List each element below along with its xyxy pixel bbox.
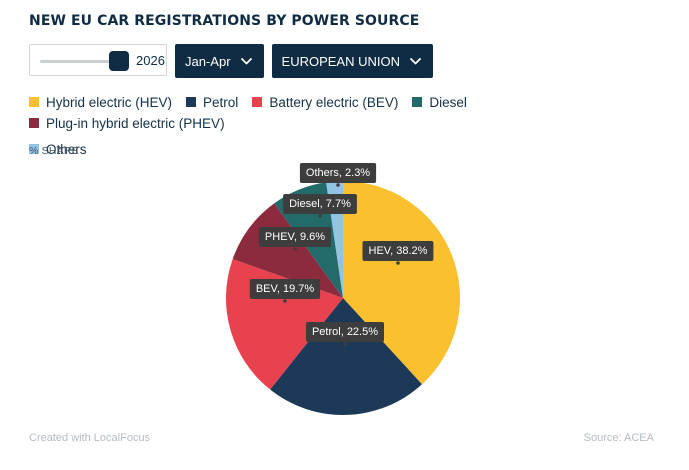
period-dropdown-label: Jan-Apr <box>185 53 231 69</box>
period-dropdown[interactable]: Jan-Apr <box>175 44 264 78</box>
y-axis-label: % SHARE <box>29 145 79 157</box>
data-label-hev: HEV, 38.2% <box>362 241 434 265</box>
year-slider[interactable]: 2026 <box>29 44 167 76</box>
legend-swatch <box>29 144 39 154</box>
data-label-anchor <box>283 299 287 303</box>
data-label-anchor <box>318 214 322 218</box>
region-dropdown[interactable]: EUROPEAN UNION <box>271 44 433 78</box>
chart-controls: 2026 Jan-Apr EUROPEAN UNION <box>29 44 433 78</box>
legend-label: Plug-in hybrid electric (PHEV) <box>46 115 225 131</box>
legend-item[interactable]: Battery electric (BEV) <box>252 94 398 110</box>
legend-swatch <box>412 97 423 107</box>
data-label-anchor <box>396 261 400 265</box>
data-label-text: PHEV, 9.6% <box>265 231 325 243</box>
data-label-text: Petrol, 22.5% <box>312 326 378 338</box>
data-label-box <box>299 163 377 183</box>
data-label-box <box>283 194 357 214</box>
legend-label: Others <box>46 141 87 157</box>
data-label-text: Diesel, 7.7% <box>289 198 351 210</box>
legend-label: Diesel <box>429 94 467 110</box>
legend-swatch <box>252 97 263 107</box>
legend-label: Battery electric (BEV) <box>269 94 399 110</box>
data-label-anchor <box>336 183 340 187</box>
legend-label: Hybrid electric (HEV) <box>46 94 173 110</box>
legend-item[interactable]: Diesel <box>412 94 467 110</box>
footer-source: Source: ACEA <box>583 432 654 444</box>
legend-item[interactable]: Petrol <box>186 94 238 110</box>
data-label-phev: PHEV, 9.6% <box>258 227 331 251</box>
year-slider-value: 2026 <box>136 53 165 68</box>
pie-slice-petrol[interactable] <box>270 298 423 416</box>
legend-item[interactable]: Others <box>29 141 87 157</box>
data-label-text: BEV, 19.7% <box>256 283 315 295</box>
legend-item[interactable]: Plug-in hybrid electric (PHEV) <box>29 115 225 131</box>
data-label-petrol: Petrol, 22.5% <box>306 322 384 346</box>
data-label-box <box>249 279 321 299</box>
year-slider-track[interactable] <box>40 60 120 63</box>
region-dropdown-label: EUROPEAN UNION <box>281 53 400 69</box>
data-label-box <box>362 241 434 261</box>
year-slider-thumb[interactable] <box>109 51 129 71</box>
data-label-text: HEV, 38.2% <box>369 245 428 257</box>
pie-slice-hev[interactable] <box>343 181 460 385</box>
chevron-down-icon <box>240 57 252 65</box>
data-label-box <box>258 227 331 247</box>
data-label-diesel: Diesel, 7.7% <box>283 194 357 218</box>
legend-swatch <box>29 97 39 107</box>
data-label-box <box>306 322 384 342</box>
legend-swatch <box>186 97 197 107</box>
chart-title: NEW EU CAR REGISTRATIONS BY POWER SOURCE <box>29 13 420 29</box>
chevron-down-icon <box>410 57 421 65</box>
data-label-anchor <box>343 342 347 346</box>
data-label-text: Others, 2.3% <box>306 167 370 179</box>
data-label-bev: BEV, 19.7% <box>249 279 321 303</box>
footer-credit: Created with LocalFocus <box>29 432 151 444</box>
legend-item[interactable]: Hybrid electric (HEV) <box>29 94 172 110</box>
legend-label: Petrol <box>203 94 239 110</box>
legend-swatch <box>29 118 39 128</box>
data-label-anchor <box>293 247 297 251</box>
pie-slice-phev[interactable] <box>232 203 343 298</box>
chart-legend: Hybrid electric (HEV) Petrol Battery elect… <box>29 94 669 157</box>
data-label-others: Others, 2.3% <box>299 163 377 187</box>
